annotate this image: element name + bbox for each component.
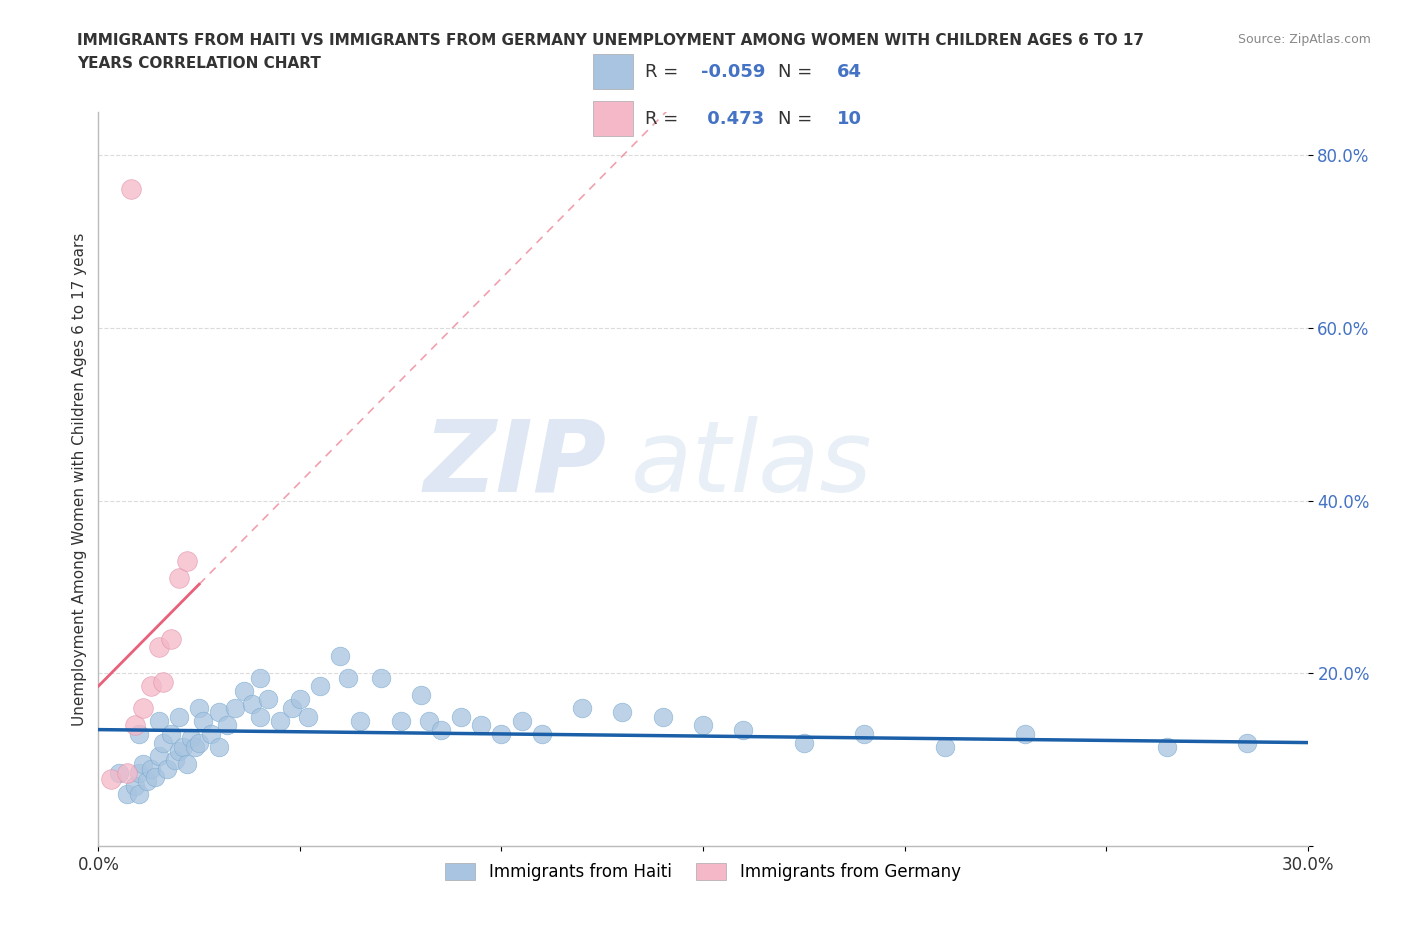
Point [450, 710, 472, 724]
Point [188, 700, 211, 715]
Point [152, 674, 174, 689]
Text: IMMIGRANTS FROM HAITI VS IMMIGRANTS FROM GERMANY UNEMPLOYMENT AMONG WOMEN WITH C: IMMIGRANTS FROM HAITI VS IMMIGRANTS FROM… [77, 33, 1144, 47]
Point [200, 726, 222, 741]
Point [128, 765, 150, 780]
Text: R =: R = [645, 110, 685, 127]
Point [180, 731, 202, 746]
Text: 0.473: 0.473 [702, 110, 763, 127]
Point [156, 761, 179, 776]
Point [853, 726, 876, 741]
Point [793, 735, 815, 750]
Point [224, 700, 246, 715]
Point [297, 710, 319, 724]
Point [651, 710, 673, 724]
Point [148, 713, 170, 728]
Point [430, 723, 453, 737]
Text: N =: N = [779, 110, 818, 127]
Point [240, 697, 263, 711]
Point [232, 684, 254, 698]
Text: Source: ZipAtlas.com: Source: ZipAtlas.com [1237, 33, 1371, 46]
Point [249, 710, 271, 724]
Text: atlas: atlas [630, 416, 872, 512]
Point [409, 687, 432, 702]
Point [124, 778, 146, 793]
Point [120, 182, 142, 197]
Point [510, 713, 533, 728]
Point [160, 631, 183, 646]
Point [491, 726, 513, 741]
Point [612, 705, 634, 720]
Point [139, 761, 162, 776]
Point [249, 671, 271, 685]
Text: R =: R = [645, 63, 685, 81]
Point [571, 700, 593, 715]
Point [217, 718, 239, 733]
Point [139, 679, 162, 694]
Point [176, 553, 198, 568]
Text: 10: 10 [837, 110, 862, 127]
Point [337, 671, 360, 685]
Point [309, 679, 332, 694]
Point [115, 787, 138, 802]
Point [692, 718, 714, 733]
Point [208, 739, 231, 754]
Point [188, 735, 211, 750]
Point [100, 772, 122, 787]
Point [107, 765, 129, 780]
Bar [593, 54, 633, 89]
Point [193, 713, 215, 728]
Point [128, 726, 150, 741]
Point [208, 705, 231, 720]
Point [269, 713, 291, 728]
Point [370, 671, 392, 685]
Point [124, 718, 146, 733]
Point [470, 718, 492, 733]
Point [1236, 735, 1258, 750]
Text: N =: N = [779, 63, 818, 81]
Point [167, 710, 190, 724]
Point [934, 739, 956, 754]
Point [172, 739, 194, 754]
Point [256, 692, 278, 707]
Point [167, 744, 190, 759]
Point [733, 723, 755, 737]
Point [148, 748, 170, 763]
Point [389, 713, 412, 728]
Point [288, 692, 311, 707]
Point [115, 765, 138, 780]
Point [167, 571, 190, 586]
Text: -0.059: -0.059 [702, 63, 765, 81]
Point [132, 700, 155, 715]
Point [281, 700, 304, 715]
Point [143, 770, 166, 785]
Point [148, 640, 170, 655]
Point [160, 726, 183, 741]
Point [418, 713, 440, 728]
Point [329, 649, 352, 664]
Text: YEARS CORRELATION CHART: YEARS CORRELATION CHART [77, 56, 321, 71]
Point [530, 726, 553, 741]
Point [135, 774, 157, 789]
Point [132, 757, 155, 772]
Legend: Immigrants from Haiti, Immigrants from Germany: Immigrants from Haiti, Immigrants from G… [437, 855, 969, 889]
Point [1014, 726, 1036, 741]
Text: 64: 64 [837, 63, 862, 81]
Point [1156, 739, 1178, 754]
Point [184, 739, 207, 754]
Point [176, 757, 198, 772]
Point [128, 787, 150, 802]
Bar [593, 101, 633, 137]
Text: ZIP: ZIP [423, 416, 606, 512]
Point [163, 752, 186, 767]
Y-axis label: Unemployment Among Women with Children Ages 6 to 17 years: Unemployment Among Women with Children A… [72, 232, 87, 725]
Point [349, 713, 371, 728]
Point [152, 735, 174, 750]
